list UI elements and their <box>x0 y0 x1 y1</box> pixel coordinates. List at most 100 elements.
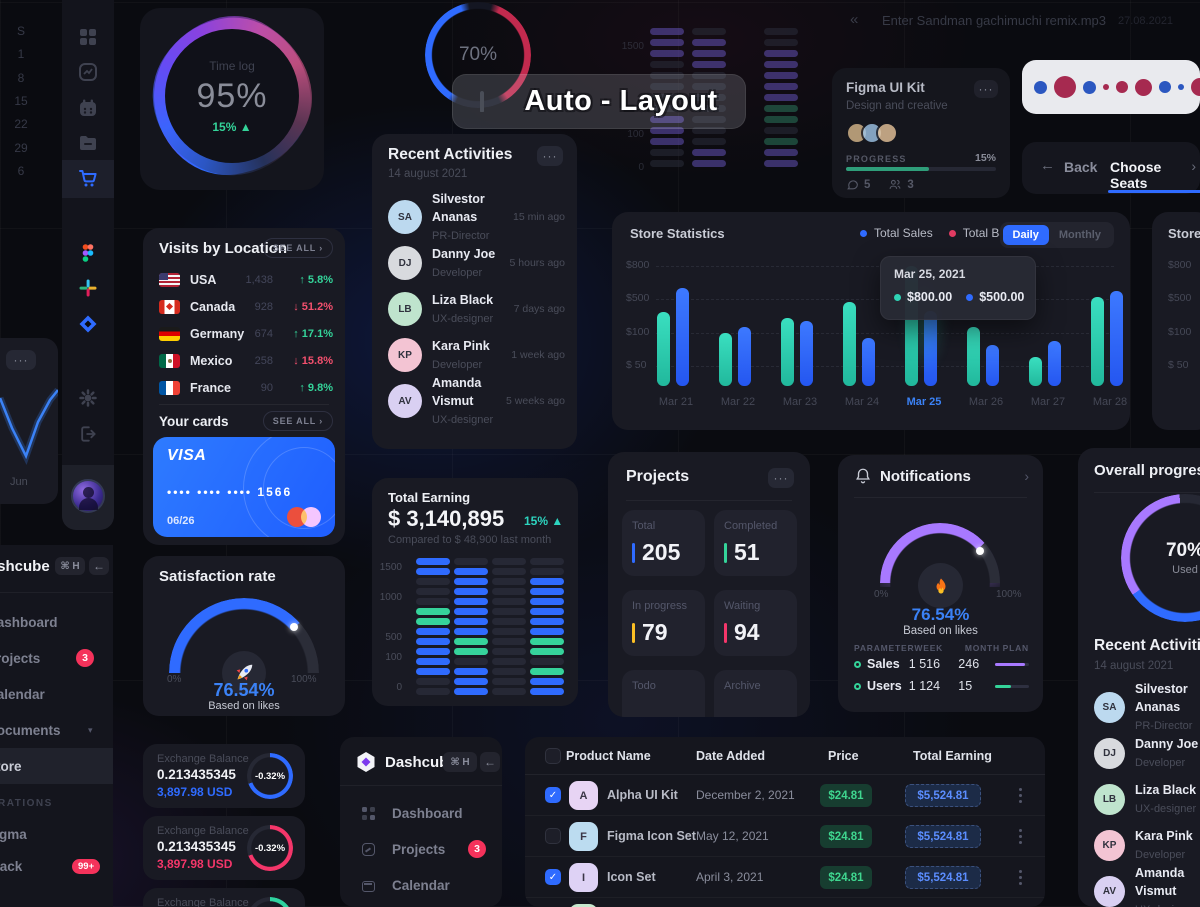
gear-icon[interactable] <box>78 388 98 408</box>
logout-icon[interactable] <box>78 424 98 444</box>
bar-group-mar-23[interactable]: Mar 23 <box>781 318 819 408</box>
gauge-handle[interactable] <box>290 623 298 631</box>
seat-dot[interactable] <box>1159 81 1171 93</box>
seat-dot[interactable] <box>1178 84 1184 90</box>
seat-dot[interactable] <box>1034 80 1047 94</box>
person-row[interactable]: DJ Danny Joe Developer <box>1094 730 1200 776</box>
seat-dot[interactable] <box>1083 80 1096 94</box>
sidebar-item[interactable]: Projects 3 <box>340 831 502 867</box>
table-row[interactable]: ✓ A Alpha UI Kit December 2, 2021 $24.81… <box>525 775 1045 816</box>
stat-tile[interactable]: In progress 79 <box>622 590 705 656</box>
visa-card[interactable]: VISA •••• •••• •••• 1566 06/26 <box>153 437 335 537</box>
table-row[interactable]: F Figma Icon Set May 12, 2021 $24.81 $5,… <box>525 816 1045 857</box>
seat-dots-panel[interactable] <box>1022 60 1200 114</box>
bar-group-mar-28[interactable]: Mar 28 <box>1091 291 1129 408</box>
back-button[interactable]: Back <box>1064 159 1098 175</box>
seat-dot[interactable] <box>1103 84 1109 90</box>
person-row[interactable]: KP Kara Pink Developer <box>1094 822 1200 868</box>
person-row[interactable]: SA Silvestor Ananas PR-Director <box>1094 682 1200 732</box>
parameter-row[interactable]: Users 1 124 15 <box>854 675 1029 697</box>
period-toggle[interactable]: Daily Monthly <box>999 222 1114 248</box>
person-row[interactable]: KP Kara Pink Developer 1 week ago <box>388 332 565 378</box>
seat-dot[interactable] <box>1116 81 1128 93</box>
stat-tile[interactable]: Completed 51 <box>714 510 797 576</box>
calendar-icon[interactable] <box>78 98 98 118</box>
stat-tile[interactable]: Total 205 <box>622 510 705 576</box>
collapse-button[interactable]: ← <box>89 557 109 575</box>
seat-dot[interactable] <box>1135 78 1152 96</box>
stat-tile[interactable]: Waiting 94 <box>714 590 797 656</box>
back-arrow-icon[interactable]: ← <box>1040 157 1055 174</box>
bar-group-mar-26[interactable]: Mar 26 <box>967 327 1005 408</box>
more-button[interactable]: ··· <box>6 350 36 370</box>
more-button[interactable]: ··· <box>974 80 998 98</box>
sidebar-item[interactable]: Calendar <box>0 676 113 712</box>
sidebar-item[interactable]: Calendar <box>340 867 502 903</box>
person-row[interactable]: AV Amanda Vismut UX-designer <box>1094 866 1200 907</box>
select-all-checkbox[interactable] <box>545 748 561 764</box>
person-row[interactable]: LB Liza Black UX-designer 7 days ago <box>388 286 565 332</box>
kebab-menu-icon[interactable] <box>1019 876 1022 879</box>
see-all-button[interactable]: SEE ALL › <box>262 238 333 258</box>
legend-item[interactable]: Total Sales <box>860 226 933 240</box>
person-row[interactable]: DJ Danny Joe Developer 5 hours ago <box>388 240 565 286</box>
kebab-menu-icon[interactable] <box>1019 794 1022 797</box>
bar-group-mar-27[interactable]: Mar 27 <box>1029 341 1067 408</box>
jira-icon[interactable] <box>78 314 98 334</box>
more-button[interactable]: ··· <box>537 146 563 166</box>
chevron-right-icon[interactable]: › <box>1024 468 1029 484</box>
calendar-day[interactable]: 15 <box>14 93 28 108</box>
visit-row[interactable]: USA 1,438 ↑ 5.8% <box>159 266 333 293</box>
calendar-day[interactable]: 6 <box>17 163 25 178</box>
table-row[interactable] <box>525 898 1045 907</box>
grid-icon[interactable] <box>78 27 98 47</box>
bar-group-mar-24[interactable]: Mar 24 <box>843 302 881 408</box>
calendar-day[interactable]: S <box>16 24 25 38</box>
exchange-card[interactable]: Exchange Balance 0.213435345 3,897.98 US… <box>143 816 305 880</box>
visit-row[interactable]: Canada 928 ↓ 51.2% <box>159 293 333 320</box>
sidebar-item[interactable]: Documents ▾ <box>0 712 113 748</box>
slack-icon[interactable] <box>78 278 98 298</box>
sidebar-item[interactable]: Dashboard <box>340 795 502 831</box>
figma-icon[interactable] <box>78 243 98 263</box>
toggle-monthly[interactable]: Monthly <box>1058 229 1101 241</box>
user-avatar[interactable] <box>71 479 105 513</box>
sidebar-item[interactable]: Projects 3 <box>0 640 113 676</box>
cart-icon[interactable] <box>78 168 98 188</box>
toggle-daily[interactable]: Daily <box>1002 225 1049 245</box>
person-row[interactable]: AV Amanda Vismut UX-designer 5 weeks ago <box>388 376 565 426</box>
seat-dot[interactable] <box>1054 76 1076 98</box>
bar-group-mar-21[interactable]: Mar 21 <box>657 288 695 408</box>
stat-tile[interactable]: Todo <box>622 670 705 717</box>
table-row[interactable]: ✓ I Icon Set April 3, 2021 $24.81 $5,524… <box>525 857 1045 898</box>
chart-icon[interactable] <box>78 62 98 82</box>
sidebar-item[interactable]: Dashboard <box>0 604 113 640</box>
choose-seats-tab[interactable]: Choose Seats <box>1110 159 1162 191</box>
visit-row[interactable]: Germany 674 ↑ 17.1% <box>159 320 333 347</box>
see-all-button[interactable]: SEE ALL › <box>262 411 333 431</box>
exchange-card[interactable]: Exchange Balance <box>143 888 305 907</box>
seat-dot[interactable] <box>1191 78 1200 96</box>
calendar-day[interactable]: 22 <box>14 117 28 132</box>
row-checkbox[interactable] <box>545 828 561 844</box>
integration-item[interactable]: Figma <box>0 818 113 850</box>
sidebar-item[interactable]: Store <box>0 748 113 784</box>
integration-item[interactable]: Slack 99+ <box>0 850 113 882</box>
calendar-day[interactable]: 29 <box>14 140 28 155</box>
collapse-button[interactable]: ← <box>480 752 500 772</box>
rewind-icon[interactable]: « <box>850 11 859 28</box>
row-checkbox[interactable]: ✓ <box>545 787 561 803</box>
exchange-card[interactable]: Exchange Balance 0.213435345 3,897.98 US… <box>143 744 305 808</box>
visit-row[interactable]: France 90 ↑ 9.8% <box>159 374 333 401</box>
parameter-row[interactable]: Sales 1 516 246 <box>854 653 1029 675</box>
calendar-day[interactable]: 1 <box>17 47 25 62</box>
visit-row[interactable]: Mexico 258 ↓ 15.8% <box>159 347 333 374</box>
row-checkbox[interactable]: ✓ <box>545 869 561 885</box>
person-row[interactable]: LB Liza Black UX-designer <box>1094 776 1200 822</box>
stat-tile[interactable]: Archive <box>714 670 797 717</box>
folder-icon[interactable] <box>78 133 98 153</box>
person-row[interactable]: SA Silvestor Ananas PR-Director 15 min ag… <box>388 192 565 242</box>
more-button[interactable]: ··· <box>768 468 794 488</box>
kebab-menu-icon[interactable] <box>1019 835 1022 838</box>
calendar-day[interactable]: 8 <box>17 70 25 85</box>
